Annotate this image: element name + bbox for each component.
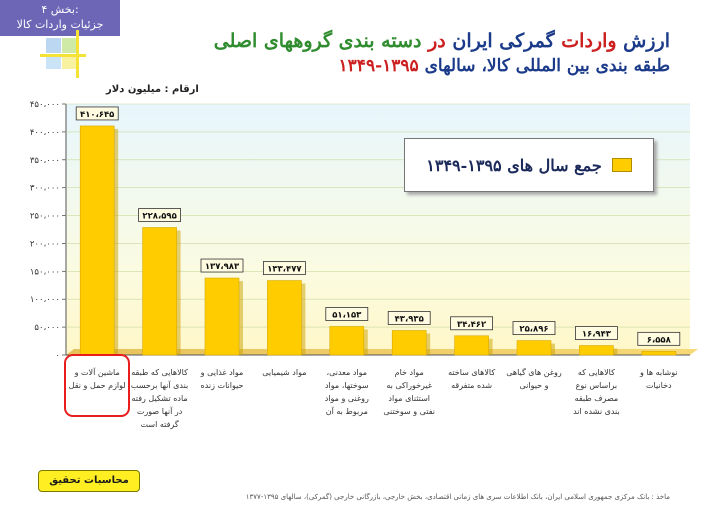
bar xyxy=(516,340,552,356)
bar-value-box xyxy=(262,261,306,275)
y-tick-label: ۱۰۰،۰۰۰ xyxy=(30,295,60,305)
section-title: جزئیات واردات کالا xyxy=(16,18,104,31)
category-label: ماشین آلات و لوازم حمل و نقل xyxy=(68,368,126,390)
source-note: ماخذ : بانک مرکزی جمهوری اسلامی ایران، ب… xyxy=(245,493,670,501)
bar-value-box xyxy=(450,316,494,331)
y-tick-label: ۲۵۰،۰۰۰ xyxy=(30,212,60,222)
bar-value-box xyxy=(387,311,431,325)
unit-label: ارقام : میلیون دلار xyxy=(106,84,199,95)
bar-value-label: ۴۳،۹۳۵ xyxy=(395,314,424,324)
category-label: روغن های گیاهی و حیوانی xyxy=(506,368,562,390)
bar-value-label: ۵۱،۱۵۳ xyxy=(332,310,362,320)
section-label: بخش ۴: xyxy=(41,3,79,16)
category-label: کالاهای ساخته شده متفرقه xyxy=(448,368,496,390)
bar-value-label: ۳۴،۴۶۲ xyxy=(457,320,487,330)
category-label: نوشابه ها و دخانیات xyxy=(639,368,678,390)
bar-value-label: ۶،۵۵۸ xyxy=(647,335,672,345)
deco-square-yellow xyxy=(62,54,77,69)
chart-subtitle: طبقه بندی بین المللی کالا، سالهای ۱۳۹۵-۱… xyxy=(338,56,670,76)
bar-value-box xyxy=(138,208,182,222)
bar-value-box xyxy=(200,258,244,273)
deco-line-horizontal xyxy=(40,54,86,57)
calculations-button[interactable]: محاسبات تحقیق xyxy=(38,470,140,492)
bar xyxy=(329,326,365,356)
bar xyxy=(579,345,614,356)
legend-label: جمع سال های ۱۳۹۵-۱۳۴۹ xyxy=(426,155,602,175)
bar xyxy=(204,277,240,356)
category-label: کالاهایی که براساس نوع مصرف طبقه بندی نش… xyxy=(573,368,620,416)
bar xyxy=(454,335,489,356)
deco-square-green xyxy=(62,38,77,53)
y-tick-label: ۰ xyxy=(55,351,60,361)
bar-value-label: ۲۲۸،۵۹۵ xyxy=(142,211,176,221)
deco-square-lightblue xyxy=(46,54,61,69)
bar-value-label: ۱۶،۹۴۳ xyxy=(582,330,612,340)
bar xyxy=(79,125,115,356)
highlight-box xyxy=(64,354,130,417)
y-tick-label: ۲۰۰،۰۰۰ xyxy=(30,239,60,249)
bar-value-label: ۱۳۷،۹۸۳ xyxy=(205,262,240,272)
bar-value-label: ۴۱۰،۶۴۵ xyxy=(80,110,114,120)
category-label: مواد معدنی، سوختها، مواد روغنی و مواد مر… xyxy=(324,368,369,416)
y-tick-label: ۴۰۰،۰۰۰ xyxy=(30,128,60,138)
bar-value-label: ۱۳۳،۴۷۷ xyxy=(267,265,302,275)
chart-title: ارزش واردات گمرکی ایران در دسته بندی گرو… xyxy=(213,30,670,52)
bar xyxy=(641,351,677,356)
chart-legend: جمع سال های ۱۳۹۵-۱۳۴۹ xyxy=(404,138,654,192)
category-label: مواد شیمیایی xyxy=(262,368,307,377)
deco-square-blue xyxy=(46,38,61,53)
y-tick-label: ۳۰۰،۰۰۰ xyxy=(30,184,60,194)
legend-swatch xyxy=(611,158,632,172)
bar-value-box xyxy=(325,307,369,321)
y-tick-label: ۳۵۰،۰۰۰ xyxy=(30,156,60,166)
bar xyxy=(142,227,177,356)
bar-value-box xyxy=(512,321,556,335)
bar-value-box xyxy=(637,331,681,346)
y-tick-label: ۴۵۰،۰۰۰ xyxy=(30,100,60,110)
section-banner: بخش ۴: جزئیات واردات کالا xyxy=(0,0,120,36)
bar-value-box xyxy=(575,326,618,340)
y-tick-label: ۱۵۰،۰۰۰ xyxy=(30,267,60,277)
bar-value-label: ۲۵،۸۹۶ xyxy=(519,325,548,335)
bar xyxy=(267,280,302,356)
bar-value-box xyxy=(75,106,119,121)
category-label: مواد غذایی و حیوانات زنده xyxy=(200,368,244,390)
y-tick-label: ۵۰،۰۰۰ xyxy=(34,323,60,333)
category-label: مواد خام غیرخوراکی به استثنای مواد نفتی … xyxy=(383,368,435,416)
category-label: کالاهایی که طبقه بندی آنها برحسب ماده تش… xyxy=(130,368,189,429)
bar xyxy=(391,330,427,356)
